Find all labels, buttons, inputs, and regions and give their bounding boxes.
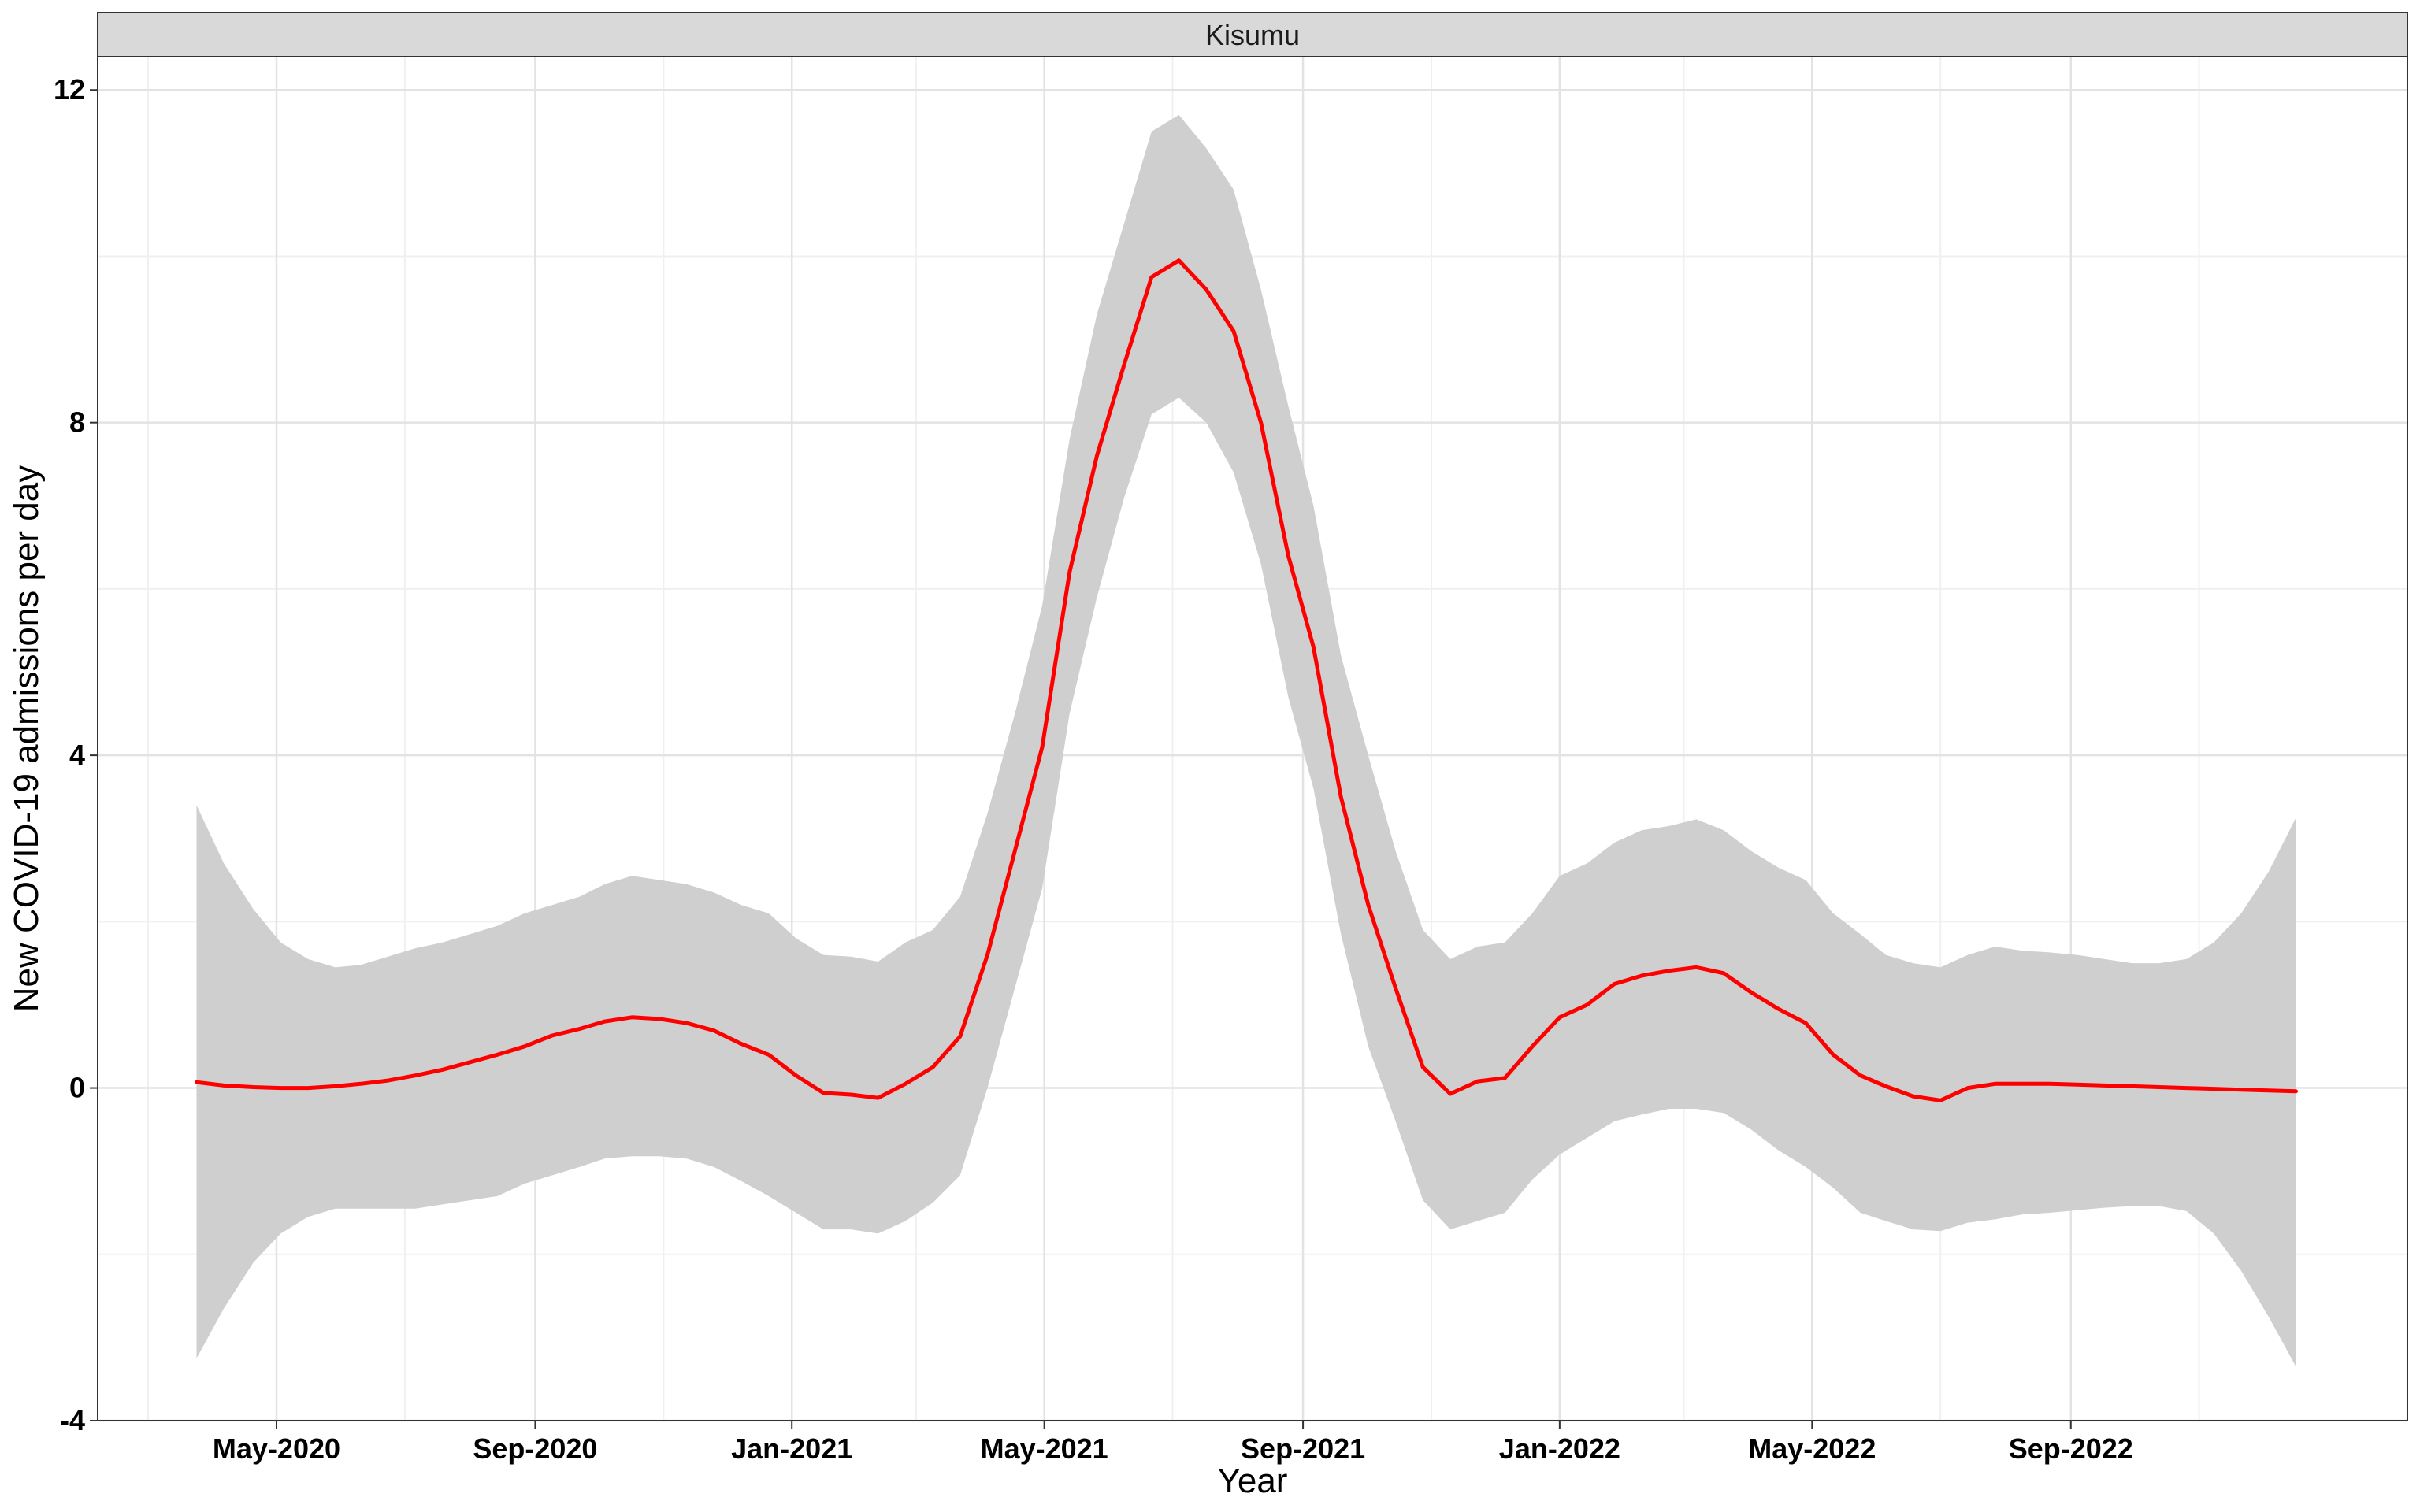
y-tick-label: 0 xyxy=(69,1072,85,1104)
x-tick-label: Jan-2021 xyxy=(731,1432,852,1465)
panel-title: Kisumu xyxy=(1205,19,1300,51)
y-tick-label: 4 xyxy=(69,739,85,771)
x-tick-label: Sep-2021 xyxy=(1241,1432,1365,1465)
x-tick-label: Sep-2020 xyxy=(473,1432,597,1465)
panel-strip xyxy=(97,12,2408,57)
x-tick-label: May-2021 xyxy=(981,1432,1108,1465)
y-axis-title: New COVID-19 admissions per day xyxy=(7,465,46,1012)
x-tick-label: Jan-2022 xyxy=(1499,1432,1620,1465)
y-tick-label: 12 xyxy=(54,73,85,106)
x-tick-label: May-2020 xyxy=(213,1432,340,1465)
x-axis-title: Year xyxy=(1218,1462,1288,1500)
y-axis: -4 0 4 8 12 xyxy=(54,73,98,1436)
y-tick-label: 8 xyxy=(69,406,85,439)
x-tick-label: May-2022 xyxy=(1748,1432,1876,1465)
plot-border xyxy=(97,56,2408,1421)
y-tick-label: -4 xyxy=(60,1404,85,1436)
x-tick-label: Sep-2022 xyxy=(2009,1432,2133,1465)
x-axis: May-2020 Sep-2020 Jan-2021 May-2021 Sep-2021… xyxy=(213,1421,2133,1465)
confidence-band xyxy=(196,114,2296,1367)
series-line xyxy=(195,258,2298,1102)
